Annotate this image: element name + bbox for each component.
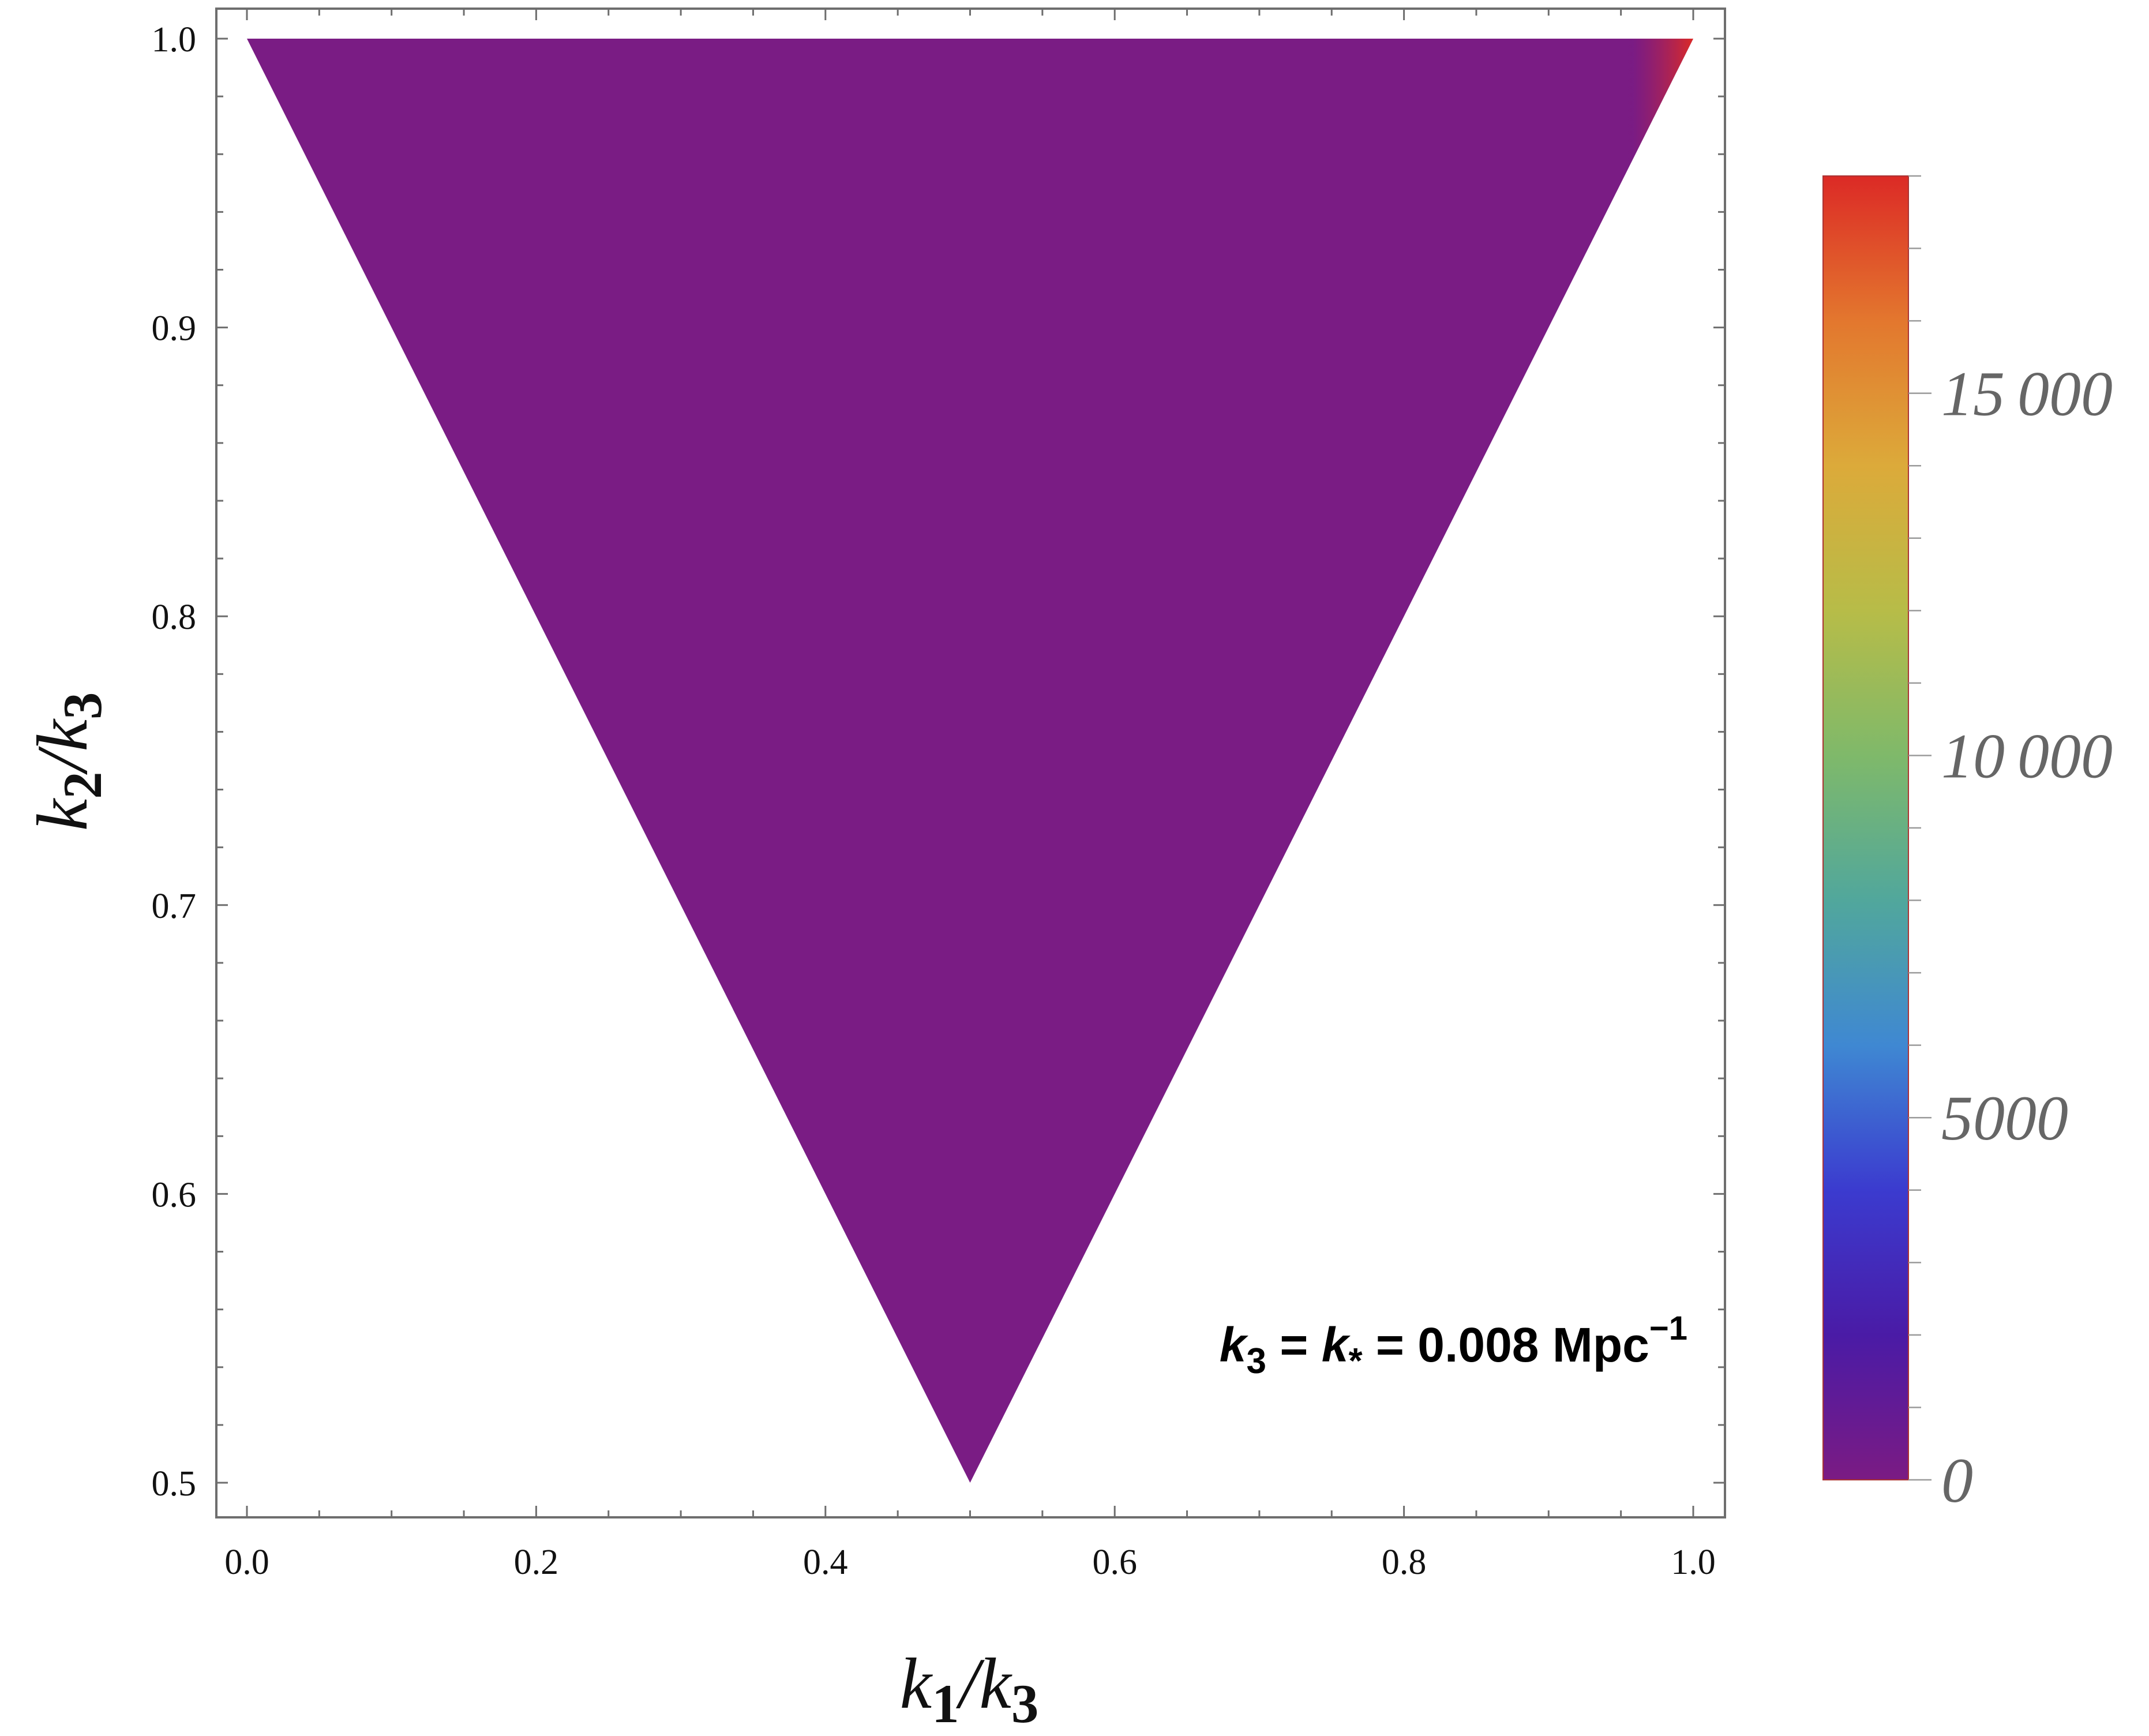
x-tick-label: 0.2: [514, 1543, 559, 1582]
x-tick-label: 0.6: [1092, 1543, 1137, 1582]
y-tick-label: 0.5: [152, 1464, 197, 1503]
annotation-value: = 0.008 Mpc: [1363, 1318, 1649, 1372]
annotation-kstar-sub: *: [1348, 1341, 1363, 1381]
y-tick-label: 0.9: [152, 309, 197, 348]
y-tick-labels: 0.5 0.6 0.7 0.8 0.9 1.0: [152, 20, 197, 1503]
y-tick-label: 0.6: [152, 1175, 197, 1214]
colorbar: [1822, 175, 1909, 1480]
annotation-kstar: k: [1322, 1318, 1351, 1372]
y-axis-title: k2/k3: [23, 692, 113, 831]
y-tick-label: 0.8: [152, 598, 197, 637]
colorbar-tick-label: 15 000: [1941, 359, 2113, 429]
y-tick-label: 1.0: [152, 20, 197, 59]
colorbar-tick-label: 0: [1941, 1445, 1973, 1516]
annotation: k3 = k* = 0.008 Mpc−1: [1220, 1310, 1687, 1381]
x-tick-label: 0.0: [224, 1543, 269, 1582]
x-tick-label: 0.4: [803, 1543, 848, 1582]
x-tick-labels: 0.0 0.2 0.4 0.6 0.8 1.0: [224, 1543, 1716, 1582]
annotation-eq1: =: [1266, 1318, 1322, 1372]
y-tick-label: 0.7: [152, 887, 197, 926]
colorbar-tick-label: 5000: [1941, 1083, 2068, 1153]
annotation-exponent: −1: [1649, 1310, 1687, 1347]
x-axis-title: k1/k3: [900, 1644, 1039, 1734]
axis-ticks: [216, 9, 1725, 1517]
x-tick-label: 1.0: [1671, 1543, 1716, 1582]
colorbar-tick-labels: 0 5000 10 000 15 000: [1941, 359, 2113, 1516]
colorbar-ticks: [1908, 175, 1932, 1481]
x-tick-label: 0.8: [1382, 1543, 1427, 1582]
colorbar-tick-label: 10 000: [1941, 721, 2113, 791]
annotation-k3: k: [1220, 1318, 1249, 1372]
annotation-k3-sub: 3: [1247, 1341, 1266, 1381]
triangle-peak-region: [247, 39, 1693, 1483]
